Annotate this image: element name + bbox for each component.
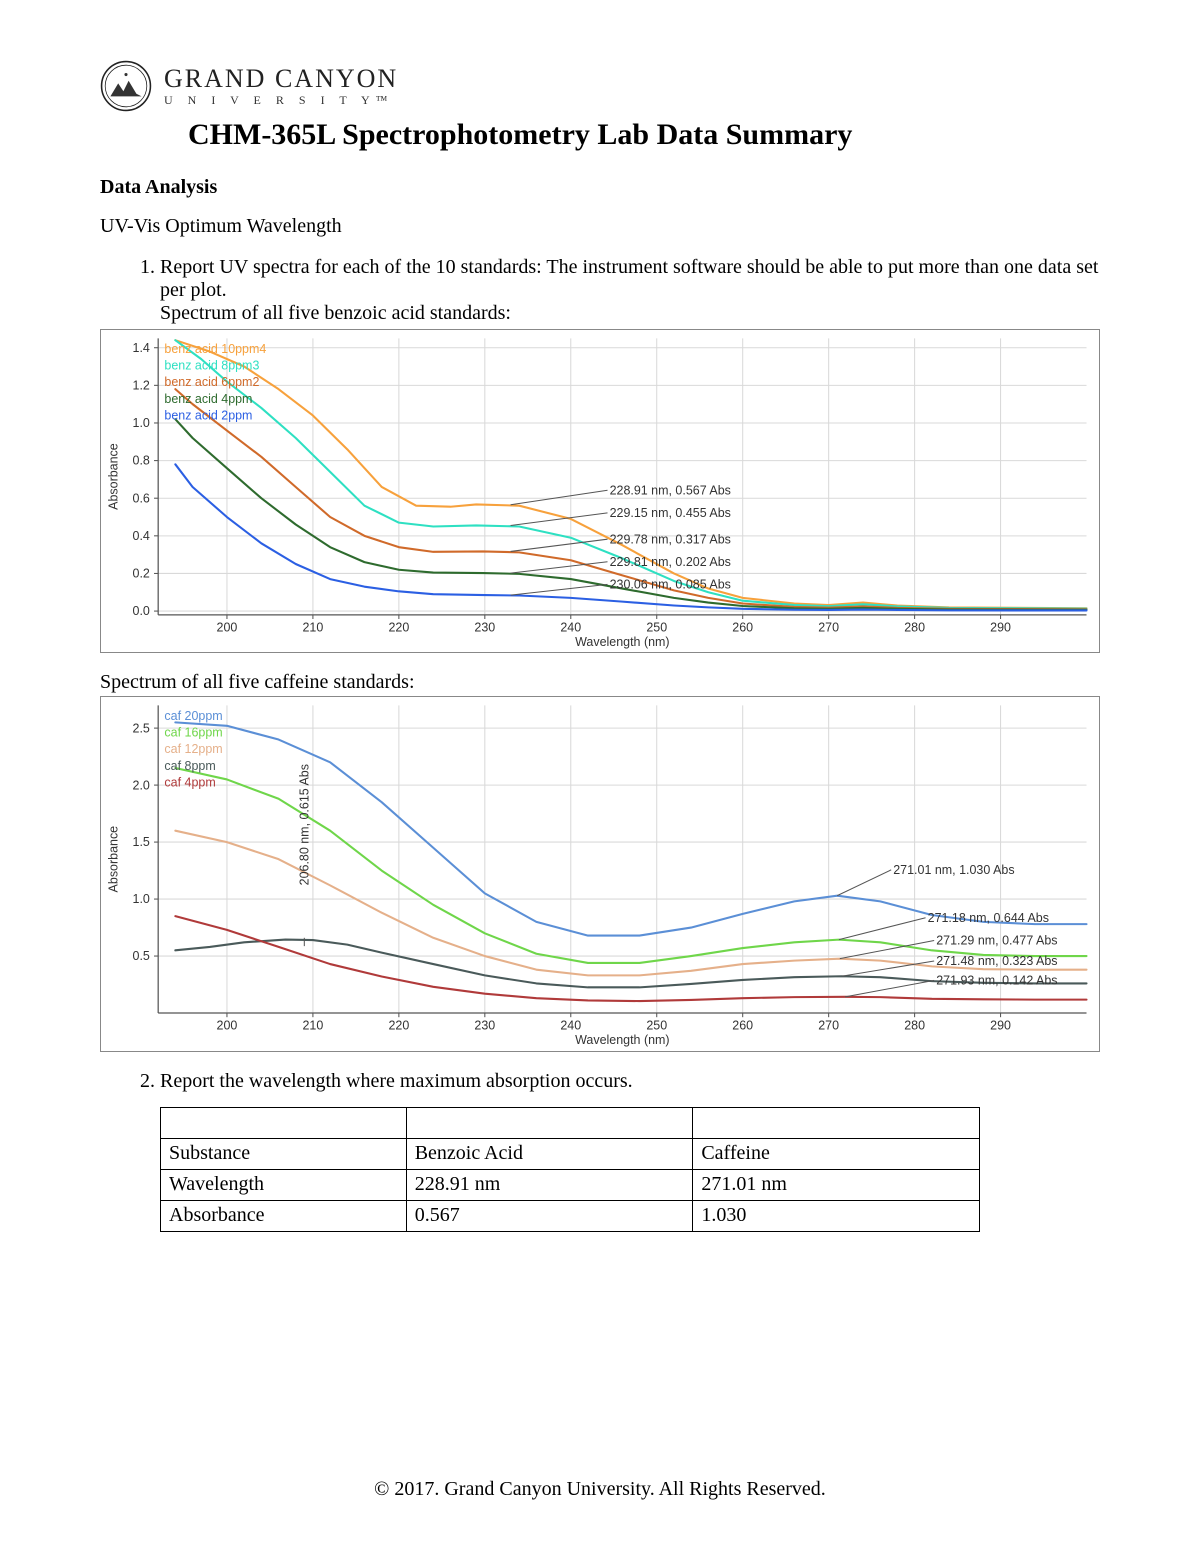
svg-text:0.5: 0.5 bbox=[133, 949, 150, 963]
table-cell: 1.030 bbox=[693, 1200, 980, 1231]
svg-text:0.2: 0.2 bbox=[133, 567, 150, 581]
list-item-2: Report the wavelength where maximum abso… bbox=[160, 1070, 1100, 1093]
svg-text:290: 290 bbox=[990, 1019, 1011, 1033]
svg-text:206.80 nm, 0.615 Abs: 206.80 nm, 0.615 Abs bbox=[297, 764, 311, 885]
svg-text:1.0: 1.0 bbox=[133, 416, 150, 430]
caffeine-chart: 200 210 220 230 240 250 260 270 280 290 0.5 1.0 1.5 2… bbox=[100, 696, 1100, 1051]
svg-text:1.5: 1.5 bbox=[133, 836, 150, 850]
section-heading: Data Analysis bbox=[100, 176, 1100, 199]
benzoic-chart: 200 210 220 230 240 250 260 270 280 290 0.0 0.2 0.4 0… bbox=[100, 329, 1100, 653]
svg-text:2.0: 2.0 bbox=[133, 779, 150, 793]
brand-header: GRAND CANYON U N I V E R S I T Y™ bbox=[100, 60, 1100, 112]
svg-text:280: 280 bbox=[904, 620, 925, 634]
footer-text: © 2017. Grand Canyon University. All Rig… bbox=[0, 1478, 1200, 1501]
chart1-caption: Spectrum of all five benzoic acid standa… bbox=[160, 302, 511, 324]
svg-text:230: 230 bbox=[474, 620, 495, 634]
svg-text:benz acid 8ppm3: benz acid 8ppm3 bbox=[164, 359, 259, 373]
svg-text:228.91 nm, 0.567 Abs: 228.91 nm, 0.567 Abs bbox=[610, 483, 731, 497]
table-row: Wavelength228.91 nm271.01 nm bbox=[161, 1169, 980, 1200]
svg-text:250: 250 bbox=[646, 620, 667, 634]
chart2-caption: Spectrum of all five caffeine standards: bbox=[100, 671, 1100, 694]
svg-text:230.06 nm, 0.085 Abs: 230.06 nm, 0.085 Abs bbox=[610, 578, 731, 592]
svg-text:benz acid 6ppm2: benz acid 6ppm2 bbox=[164, 375, 259, 389]
svg-text:0.8: 0.8 bbox=[133, 454, 150, 468]
svg-text:271.29 nm, 0.477 Abs: 271.29 nm, 0.477 Abs bbox=[936, 934, 1057, 948]
svg-text:0.0: 0.0 bbox=[133, 604, 150, 618]
svg-text:250: 250 bbox=[646, 1019, 667, 1033]
svg-text:220: 220 bbox=[388, 1019, 409, 1033]
svg-text:caf 12ppm: caf 12ppm bbox=[164, 742, 222, 756]
svg-text:benz acid 4ppm: benz acid 4ppm bbox=[164, 392, 252, 406]
page-title: CHM-365L Spectrophotometry Lab Data Summ… bbox=[188, 118, 1100, 152]
svg-text:Wavelength (nm): Wavelength (nm) bbox=[575, 635, 669, 649]
table-cell: 228.91 nm bbox=[406, 1169, 693, 1200]
table-cell bbox=[406, 1107, 693, 1138]
svg-text:benz acid 2ppm: benz acid 2ppm bbox=[164, 408, 252, 422]
svg-text:229.15 nm, 0.455 Abs: 229.15 nm, 0.455 Abs bbox=[610, 506, 731, 520]
svg-text:0.4: 0.4 bbox=[133, 529, 150, 543]
table-cell bbox=[161, 1107, 407, 1138]
table-cell: 271.01 nm bbox=[693, 1169, 980, 1200]
svg-text:290: 290 bbox=[990, 620, 1011, 634]
svg-text:Absorbance: Absorbance bbox=[107, 443, 121, 510]
svg-text:270: 270 bbox=[818, 1019, 839, 1033]
subheading: UV-Vis Optimum Wavelength bbox=[100, 215, 1100, 238]
svg-text:280: 280 bbox=[904, 1019, 925, 1033]
svg-text:229.78 nm, 0.317 Abs: 229.78 nm, 0.317 Abs bbox=[610, 532, 731, 546]
svg-text:200: 200 bbox=[217, 1019, 238, 1033]
svg-text:1.2: 1.2 bbox=[133, 379, 150, 393]
table-row bbox=[161, 1107, 980, 1138]
item1-text: Report UV spectra for each of the 10 sta… bbox=[160, 256, 1098, 301]
svg-text:271.93 nm, 0.142 Abs: 271.93 nm, 0.142 Abs bbox=[936, 974, 1057, 988]
svg-text:benz acid 10ppm4: benz acid 10ppm4 bbox=[164, 342, 266, 356]
svg-text:2.5: 2.5 bbox=[133, 722, 150, 736]
svg-text:Wavelength (nm): Wavelength (nm) bbox=[575, 1033, 669, 1047]
svg-text:caf 16ppm: caf 16ppm bbox=[164, 726, 222, 740]
svg-text:200: 200 bbox=[217, 620, 238, 634]
table-cell: Caffeine bbox=[693, 1138, 980, 1169]
svg-text:260: 260 bbox=[732, 620, 753, 634]
table-cell bbox=[693, 1107, 980, 1138]
table-cell: Wavelength bbox=[161, 1169, 407, 1200]
svg-text:229.81 nm, 0.202 Abs: 229.81 nm, 0.202 Abs bbox=[610, 555, 731, 569]
item2-text: Report the wavelength where maximum abso… bbox=[160, 1070, 633, 1092]
svg-text:210: 210 bbox=[303, 620, 324, 634]
table-cell: 0.567 bbox=[406, 1200, 693, 1231]
svg-text:260: 260 bbox=[732, 1019, 753, 1033]
brand-subtitle: U N I V E R S I T Y™ bbox=[164, 94, 398, 106]
table-cell: Benzoic Acid bbox=[406, 1138, 693, 1169]
table-row: Absorbance0.5671.030 bbox=[161, 1200, 980, 1231]
svg-text:271.48 nm, 0.323 Abs: 271.48 nm, 0.323 Abs bbox=[936, 954, 1057, 968]
svg-text:caf 4ppm: caf 4ppm bbox=[164, 776, 215, 790]
svg-text:210: 210 bbox=[302, 1019, 323, 1033]
svg-text:230: 230 bbox=[474, 1019, 495, 1033]
svg-text:1.4: 1.4 bbox=[133, 341, 150, 355]
svg-text:271.18 nm, 0.644 Abs: 271.18 nm, 0.644 Abs bbox=[928, 911, 1049, 925]
svg-text:Absorbance: Absorbance bbox=[107, 826, 121, 893]
svg-text:270: 270 bbox=[818, 620, 839, 634]
svg-text:0.6: 0.6 bbox=[133, 491, 150, 505]
brand-name: GRAND CANYON bbox=[164, 66, 398, 92]
svg-text:caf 8ppm: caf 8ppm bbox=[164, 759, 215, 773]
results-table: SubstanceBenzoic AcidCaffeineWavelength2… bbox=[160, 1107, 980, 1232]
svg-text:caf 20ppm: caf 20ppm bbox=[164, 709, 222, 723]
table-cell: Substance bbox=[161, 1138, 407, 1169]
university-seal-icon bbox=[100, 60, 152, 112]
svg-text:220: 220 bbox=[388, 620, 409, 634]
svg-text:240: 240 bbox=[560, 1019, 581, 1033]
list-item-1: Report UV spectra for each of the 10 sta… bbox=[160, 256, 1100, 325]
table-row: SubstanceBenzoic AcidCaffeine bbox=[161, 1138, 980, 1169]
table-cell: Absorbance bbox=[161, 1200, 407, 1231]
svg-text:1.0: 1.0 bbox=[133, 892, 150, 906]
svg-text:271.01 nm, 1.030 Abs: 271.01 nm, 1.030 Abs bbox=[893, 863, 1014, 877]
svg-text:240: 240 bbox=[560, 620, 581, 634]
